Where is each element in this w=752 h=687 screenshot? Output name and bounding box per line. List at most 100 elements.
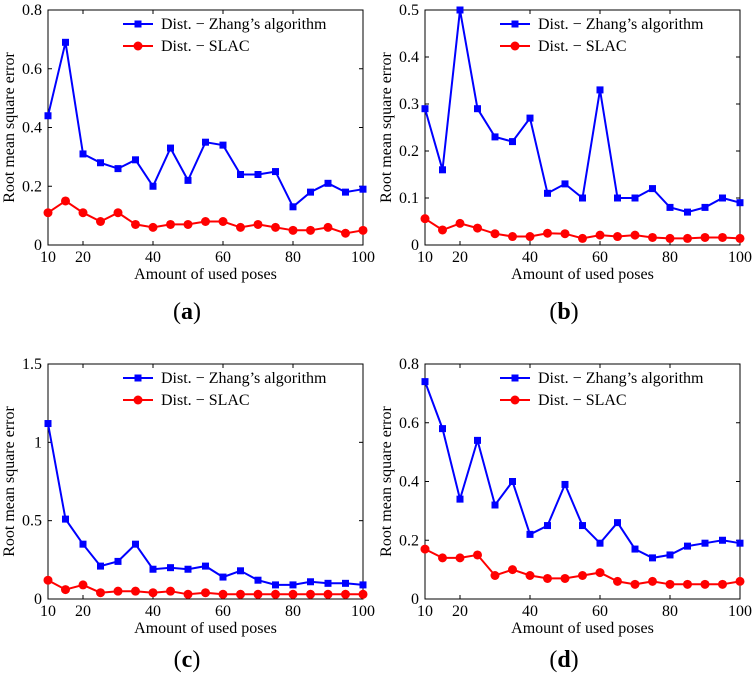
series-line-0: [47, 423, 364, 586]
data-point-circle: [271, 589, 280, 599]
data-point-square: [167, 144, 174, 152]
panel-label-open: (: [549, 299, 557, 325]
plot-frame: [424, 9, 741, 246]
panel-label-open: (: [173, 299, 181, 325]
data-point-circle: [455, 218, 465, 228]
x-tick-label: 10: [417, 249, 433, 266]
data-point-square: [666, 203, 674, 211]
legend-entry-1: Dist. − SLAC: [161, 392, 250, 409]
data-point-circle: [236, 222, 245, 232]
data-point-circle: [96, 217, 105, 226]
panel-label-open: (: [549, 647, 557, 673]
panel-label: (a): [173, 299, 201, 325]
data-point-circle: [271, 222, 280, 232]
data-point-square: [254, 171, 262, 178]
x-tick-label: 80: [285, 603, 301, 620]
y-tick-label: 1.5: [22, 356, 42, 373]
data-point-circle: [323, 589, 333, 599]
panel-label-letter: b: [557, 299, 570, 325]
x-axis-label: Amount of used poses: [511, 266, 654, 283]
data-point-circle: [613, 576, 622, 586]
data-point-circle: [578, 233, 587, 243]
x-tick-label: 40: [145, 603, 161, 620]
data-point-circle: [166, 586, 175, 596]
data-point-square: [289, 203, 297, 211]
y-tick-label: 0.4: [399, 474, 419, 491]
y-tick-label: 0.2: [22, 178, 42, 195]
data-point-circle: [438, 225, 447, 235]
data-point-square: [272, 581, 279, 589]
y-axis-label: Root mean square error: [378, 52, 395, 203]
data-point-square: [421, 378, 429, 386]
data-point-circle: [473, 550, 482, 560]
panel-label-letter: c: [182, 647, 193, 673]
data-point-circle: [131, 219, 140, 229]
series-line-0: [47, 42, 364, 209]
data-point-circle: [683, 579, 692, 589]
data-point-circle: [560, 573, 570, 583]
data-point-square: [421, 105, 429, 113]
y-tick-label: 0.2: [399, 532, 419, 549]
y-axis-label: Root mean square error: [1, 406, 18, 557]
data-point-circle: [113, 208, 123, 218]
data-point-circle: [61, 196, 70, 206]
data-point-circle: [183, 589, 193, 599]
data-point-square: [614, 519, 621, 527]
data-point-square: [561, 180, 569, 188]
x-tick-label: 20: [75, 603, 91, 620]
x-tick-label: 10: [40, 249, 56, 266]
data-point-circle: [341, 228, 350, 238]
data-point-square: [324, 579, 332, 587]
data-point-circle: [253, 589, 263, 599]
data-point-circle: [131, 586, 140, 596]
panel-label-close: ): [571, 647, 579, 673]
data-point-circle: [438, 553, 447, 563]
legend-entry-0: Dist. − Zhang’s algorithm: [538, 16, 704, 33]
data-point-circle: [166, 219, 175, 229]
data-point-circle: [78, 580, 88, 590]
data-point-circle: [323, 222, 333, 232]
data-point-circle: [560, 229, 570, 239]
x-tick-label: 100: [351, 249, 375, 266]
data-point-circle: [113, 586, 123, 596]
data-point-circle: [595, 568, 605, 578]
data-point-square: [272, 168, 279, 176]
data-point-circle: [525, 232, 535, 242]
data-point-circle: [683, 233, 692, 243]
data-point-circle: [718, 579, 727, 589]
data-point-square: [649, 554, 656, 562]
data-point-square: [526, 530, 534, 538]
y-tick-label: 0.5: [22, 513, 42, 530]
data-point-square: [474, 105, 481, 113]
data-point-circle: [543, 228, 552, 238]
data-point-circle: [578, 571, 587, 580]
plot-frame: [47, 363, 364, 600]
data-point-square: [456, 6, 464, 14]
panel-label-open: (: [174, 647, 182, 673]
data-point-square: [324, 179, 332, 187]
data-point-circle: [148, 222, 158, 232]
y-axis-label: Root mean square error: [1, 52, 18, 203]
data-point-square: [359, 185, 367, 193]
legend-marker-square: [134, 20, 142, 28]
data-point-circle: [735, 576, 745, 586]
data-point-square: [509, 478, 516, 485]
data-point-circle: [630, 579, 640, 589]
data-point-circle: [43, 575, 53, 585]
data-point-square: [202, 562, 209, 570]
data-point-circle: [218, 217, 228, 226]
legend-marker-square: [134, 374, 142, 382]
x-tick-label: 80: [285, 249, 301, 266]
x-tick-label: 100: [728, 603, 752, 620]
x-tick-label: 20: [75, 249, 91, 266]
data-point-circle: [508, 565, 517, 575]
data-point-square: [491, 501, 499, 509]
data-point-square: [631, 545, 639, 553]
data-point-circle: [288, 225, 298, 235]
data-point-square: [359, 581, 367, 589]
data-point-square: [62, 515, 69, 523]
data-point-square: [736, 539, 744, 547]
data-point-circle: [358, 589, 368, 599]
legend-marker-square: [511, 20, 519, 28]
